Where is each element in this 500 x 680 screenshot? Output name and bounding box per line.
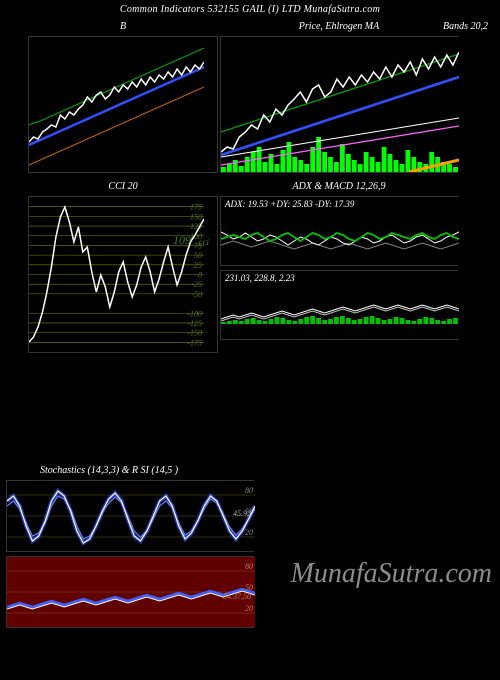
bollinger-chart-right <box>220 36 458 173</box>
stoch-chart: 80502045.92 <box>6 480 254 552</box>
indicators-row: CCI 20 1751501251007550250-25-50-100-125… <box>0 179 500 353</box>
svg-text:20: 20 <box>245 528 253 537</box>
watermark: MunafaSutra.com <box>291 558 492 590</box>
macd-chart: 231.03, 228.8, 2.23 <box>220 270 458 340</box>
adx-chart: ADX: 19.53 +DY: 25.83 -DY: 17.39 <box>220 196 458 266</box>
page-header: Common Indicators 532155 GAIL (I) LTD Mu… <box>0 0 500 19</box>
svg-text:-50: -50 <box>191 290 202 299</box>
cci-suffix: cci <box>199 237 210 247</box>
svg-text:20: 20 <box>245 604 253 613</box>
svg-text:80: 80 <box>245 562 253 571</box>
svg-text:-125: -125 <box>187 319 202 328</box>
cci-chart: 1751501251007550250-25-50-100-125-150-17… <box>28 196 218 353</box>
stoch-title: Stochastics (14,3,3) & R SI (14,5 ) <box>0 463 480 480</box>
bollinger-title-center: Price, Ehlrogen MA <box>299 21 379 32</box>
svg-text:0: 0 <box>198 271 202 280</box>
svg-text:-150: -150 <box>187 329 202 338</box>
svg-text:25: 25 <box>194 261 202 270</box>
svg-text:-175: -175 <box>187 338 202 347</box>
cci-title: CCI 20 <box>28 179 218 196</box>
svg-text:175: 175 <box>190 203 202 212</box>
svg-text:45.92: 45.92 <box>233 509 251 518</box>
svg-text:80: 80 <box>245 486 253 495</box>
adx-macd-title: ADX & MACD 12,26,9 <box>220 179 458 196</box>
bollinger-title-left: B <box>28 19 218 36</box>
bollinger-title-right: Bands 20,2 <box>443 21 488 32</box>
macd-values: 231.03, 228.8, 2.23 <box>225 273 295 283</box>
bollinger-chart-left <box>28 36 218 173</box>
svg-text:150: 150 <box>190 212 202 221</box>
bollinger-row: B Price, Ehlrogen MA Bands 20,2 <box>0 19 500 173</box>
svg-text:-100: -100 <box>187 309 202 318</box>
svg-text:-25: -25 <box>191 280 202 289</box>
cci-value: 109 <box>173 233 191 248</box>
adx-values: ADX: 19.53 +DY: 25.83 -DY: 17.39 <box>225 199 354 209</box>
rsi-chart: 80502054.37,50 <box>6 556 254 628</box>
svg-text:50: 50 <box>194 251 202 260</box>
svg-text:54.37,50: 54.37,50 <box>223 592 251 601</box>
